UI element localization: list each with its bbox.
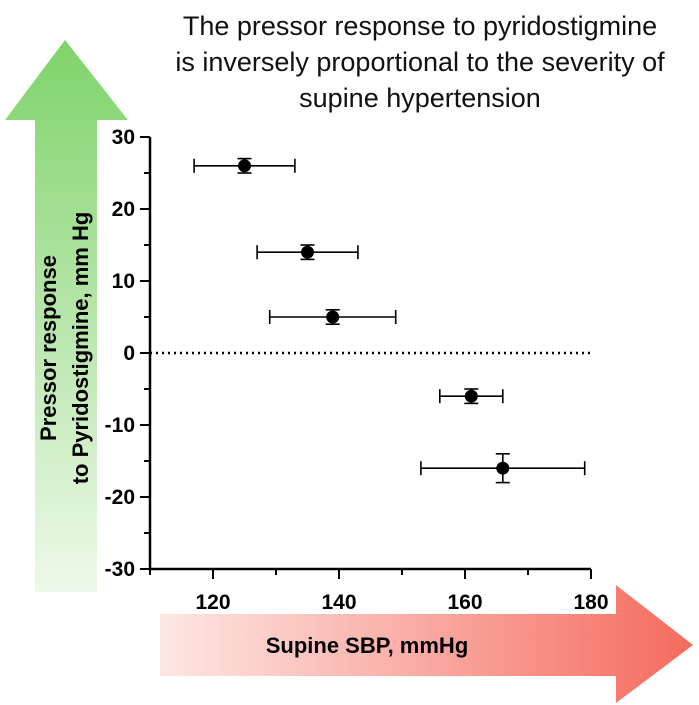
- x-tick-label: 120: [195, 591, 230, 614]
- y-axis-label-line-2: to Pyridostigmine, mm Hg: [68, 212, 93, 485]
- data-point-5: [496, 461, 510, 475]
- x-tick-label: 180: [573, 591, 608, 614]
- data-point-4: [464, 389, 478, 403]
- x-tick-label: 140: [321, 591, 356, 614]
- y-tick-label: 20: [112, 198, 135, 221]
- data-layer: [150, 157, 591, 484]
- y-tick-label: 30: [112, 126, 135, 149]
- y-tick-label: -10: [105, 414, 135, 437]
- axes: 30 20 10 0 -10 -20 -30 120 140 160 180: [105, 126, 609, 614]
- data-point-2: [301, 245, 314, 259]
- y-tick-label: 10: [112, 270, 135, 293]
- chart-title-line-1: The pressor response to pyridostigmine: [183, 11, 657, 41]
- x-tick-label: 160: [447, 591, 482, 614]
- data-point-1: [238, 159, 251, 173]
- y-tick-label: -30: [105, 558, 135, 581]
- x-axis-label: Supine SBP, mmHg: [266, 633, 469, 658]
- right-arrow-decoration: [160, 585, 693, 703]
- y-axis-label-line-1: Pressor response: [36, 255, 61, 441]
- data-point-3: [326, 310, 340, 324]
- up-arrow-decoration: [5, 40, 128, 592]
- y-tick-label: -20: [105, 486, 135, 509]
- chart-title-line-3: supine hypertension: [299, 83, 541, 113]
- chart-title-line-2: is inversely proportional to the severit…: [175, 47, 665, 77]
- y-tick-label: 0: [123, 342, 135, 365]
